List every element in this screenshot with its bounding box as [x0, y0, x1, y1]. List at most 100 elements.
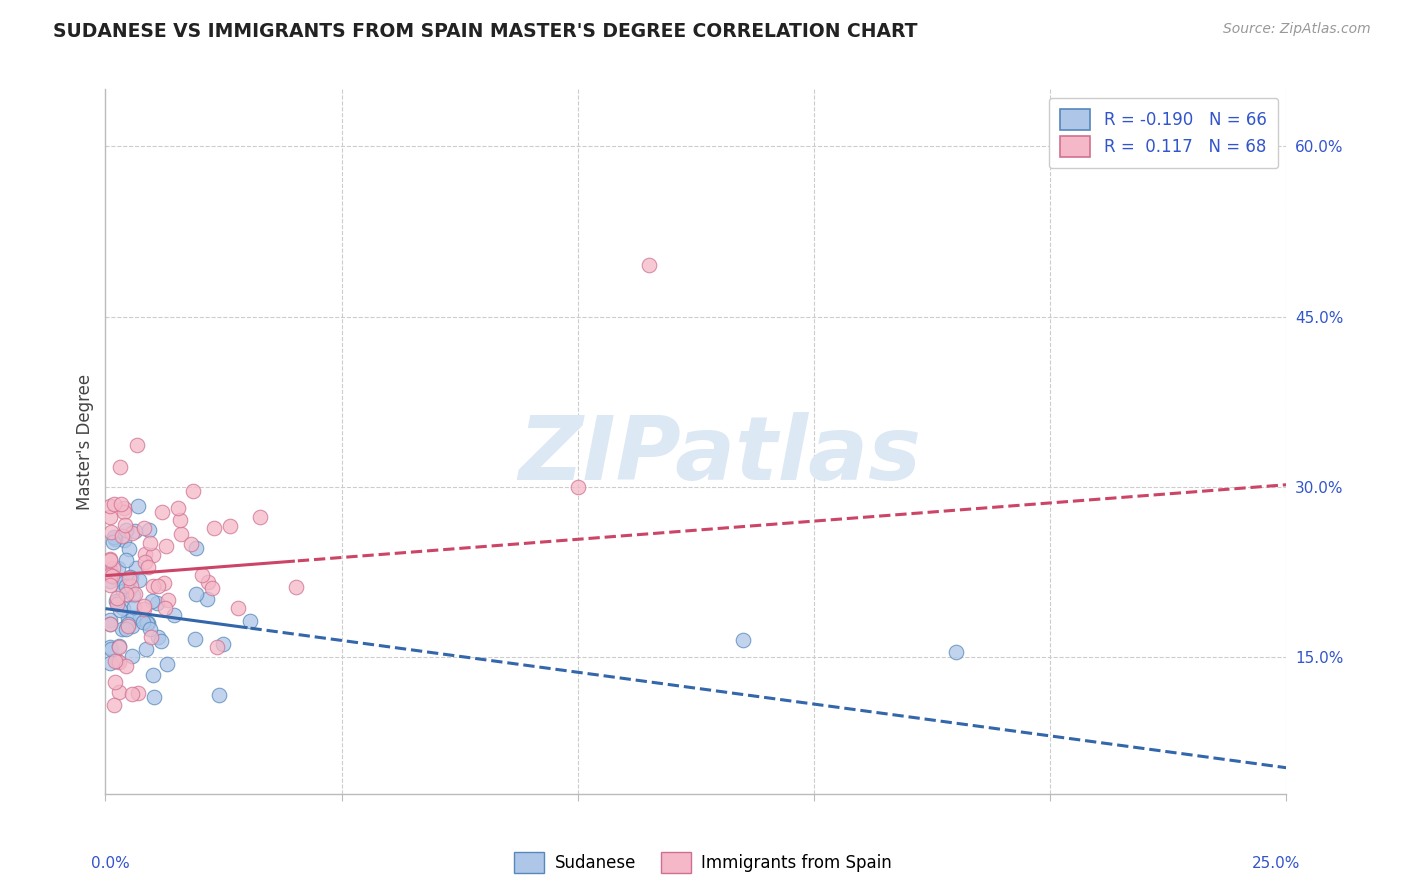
- Point: [108, 685, 131, 699]
- Point: [103, 497, 125, 511]
- Point: [284, 581, 307, 595]
- Point: [98, 500, 121, 514]
- Point: [118, 570, 141, 584]
- Point: [114, 500, 136, 515]
- Point: [150, 505, 173, 519]
- Point: [138, 616, 160, 631]
- Point: [112, 505, 135, 519]
- Point: [98, 551, 121, 566]
- Point: [117, 618, 139, 632]
- Legend: Sudanese, Immigrants from Spain: Sudanese, Immigrants from Spain: [508, 846, 898, 880]
- Point: [98, 613, 121, 627]
- Point: [98, 510, 121, 524]
- Point: [208, 689, 231, 703]
- Point: [226, 601, 249, 615]
- Point: [180, 536, 202, 550]
- Point: [114, 579, 136, 593]
- Point: [134, 547, 156, 561]
- Point: [197, 574, 219, 589]
- Point: [155, 539, 177, 553]
- Point: [98, 656, 121, 670]
- Point: [98, 640, 121, 654]
- Point: [129, 610, 152, 624]
- Point: [146, 630, 169, 644]
- Point: [105, 597, 128, 611]
- Point: [121, 648, 143, 663]
- Point: [139, 536, 162, 550]
- Point: [170, 526, 193, 541]
- Point: [98, 563, 121, 577]
- Point: [118, 571, 141, 585]
- Point: [201, 581, 224, 595]
- Point: [138, 559, 160, 574]
- Point: [98, 617, 121, 632]
- Point: [104, 654, 127, 668]
- Point: [181, 484, 204, 499]
- Point: [124, 524, 146, 539]
- Legend: R = -0.190   N = 66, R =  0.117   N = 68: R = -0.190 N = 66, R = 0.117 N = 68: [1049, 97, 1278, 169]
- Text: 0.0%: 0.0%: [91, 856, 129, 871]
- Point: [122, 588, 145, 602]
- Point: [101, 535, 124, 549]
- Point: [142, 579, 165, 593]
- Point: [212, 637, 235, 651]
- Point: [184, 587, 207, 601]
- Point: [101, 561, 124, 575]
- Point: [121, 618, 143, 632]
- Point: [115, 523, 138, 537]
- Point: [135, 641, 157, 656]
- Point: [184, 632, 207, 646]
- Point: [945, 645, 967, 659]
- Point: [141, 594, 163, 608]
- Point: [104, 594, 127, 608]
- Point: [148, 579, 170, 593]
- Point: [124, 561, 146, 575]
- Point: [186, 541, 208, 555]
- Point: [190, 567, 212, 582]
- Point: [132, 599, 155, 614]
- Point: [114, 517, 136, 532]
- Point: [108, 640, 131, 655]
- Point: [114, 553, 136, 567]
- Point: [104, 570, 127, 584]
- Point: [128, 573, 150, 587]
- Point: [142, 548, 165, 562]
- Point: [139, 631, 162, 645]
- Point: [143, 690, 166, 704]
- Point: [111, 529, 134, 543]
- Point: [157, 593, 180, 607]
- Point: [205, 640, 228, 655]
- Point: [169, 513, 191, 527]
- Point: [103, 530, 125, 544]
- Point: [103, 532, 125, 546]
- Point: [637, 259, 659, 273]
- Point: [100, 641, 122, 656]
- Point: [98, 552, 121, 566]
- Point: [132, 615, 155, 630]
- Point: [107, 591, 129, 606]
- Point: [121, 526, 143, 541]
- Point: [249, 509, 271, 524]
- Point: [132, 521, 155, 535]
- Point: [163, 607, 186, 622]
- Point: [103, 675, 125, 690]
- Point: [115, 587, 138, 601]
- Point: [122, 610, 145, 624]
- Point: [124, 587, 146, 601]
- Point: [195, 591, 218, 606]
- Point: [117, 610, 139, 624]
- Point: [132, 602, 155, 616]
- Point: [149, 634, 172, 648]
- Point: [142, 668, 165, 682]
- Y-axis label: Master's Degree: Master's Degree: [76, 374, 94, 509]
- Point: [108, 639, 131, 653]
- Point: [118, 583, 141, 598]
- Point: [153, 600, 176, 615]
- Point: [167, 501, 190, 516]
- Text: ZIPatlas: ZIPatlas: [517, 412, 921, 500]
- Point: [98, 574, 121, 588]
- Point: [117, 617, 139, 632]
- Point: [111, 622, 134, 636]
- Point: [120, 571, 142, 585]
- Point: [114, 658, 136, 673]
